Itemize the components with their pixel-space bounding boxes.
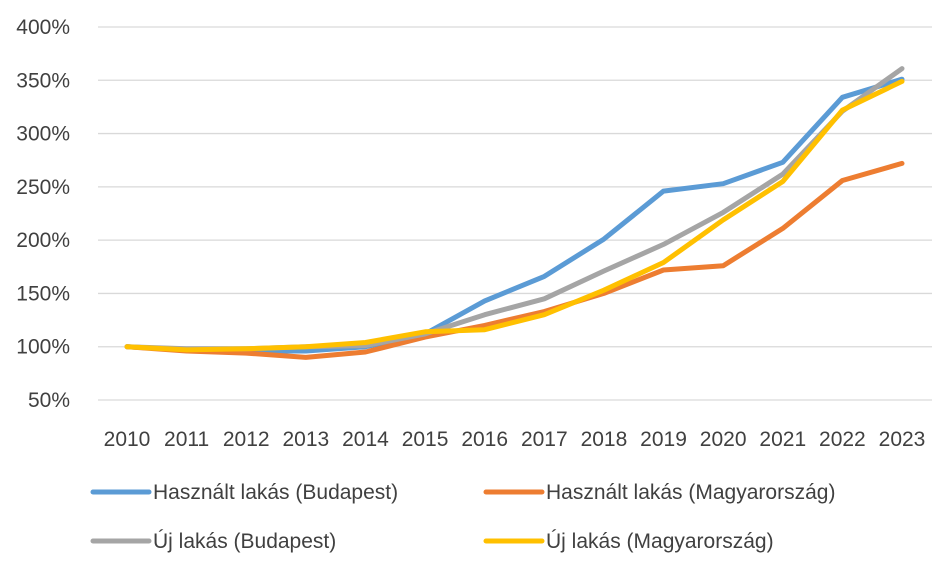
x-tick-label: 2019 — [640, 428, 687, 451]
x-tick-label: 2011 — [164, 428, 209, 451]
y-tick-label: 150% — [16, 282, 70, 305]
y-tick-label: 100% — [16, 336, 70, 359]
x-tick-label: 2017 — [521, 428, 568, 451]
y-axis-tick-labels: 50% 100% 150% 200% 250% 300% 350% 400% — [16, 16, 70, 412]
series-line-4 — [124, 78, 905, 353]
x-tick-label: 2014 — [342, 428, 389, 451]
legend-label: Használt lakás (Budapest) — [153, 481, 398, 504]
series-line-1 — [124, 76, 905, 354]
legend-item-4: Új lakás (Magyarország) — [483, 530, 774, 553]
legend-item-1: Használt lakás (Budapest) — [90, 481, 398, 504]
x-tick-label: 2012 — [223, 428, 270, 451]
x-tick-label: 2021 — [759, 428, 806, 451]
x-axis-tick-labels: 2010 2011 2012 2013 2014 2015 2016 2017 2018 2019… — [104, 428, 926, 451]
x-tick-label: 2022 — [819, 428, 866, 451]
legend-label: Új lakás (Magyarország) — [546, 530, 774, 553]
y-tick-label: 50% — [28, 389, 70, 412]
series-line-2 — [124, 160, 905, 360]
x-tick-label: 2018 — [581, 428, 628, 451]
series-lines — [124, 66, 905, 360]
gridlines — [98, 26, 932, 401]
y-tick-label: 350% — [16, 69, 70, 92]
x-tick-label: 2023 — [879, 428, 926, 451]
legend-label: Új lakás (Budapest) — [153, 530, 336, 553]
y-tick-label: 250% — [16, 176, 70, 199]
y-tick-label: 400% — [16, 16, 70, 39]
legend-label: Használt lakás (Magyarország) — [546, 481, 835, 504]
y-tick-label: 300% — [16, 123, 70, 146]
legend-item-3: Új lakás (Budapest) — [90, 530, 336, 553]
series-line-3 — [124, 66, 905, 352]
x-tick-label: 2015 — [402, 428, 449, 451]
y-tick-label: 200% — [16, 229, 70, 252]
x-tick-label: 2013 — [282, 428, 329, 451]
x-tick-label: 2010 — [104, 428, 151, 451]
x-tick-label: 2016 — [461, 428, 508, 451]
legend-item-2: Használt lakás (Magyarország) — [483, 481, 835, 504]
x-tick-label: 2020 — [700, 428, 747, 451]
legend: Használt lakás (Budapest) Használt lakás … — [90, 481, 835, 553]
